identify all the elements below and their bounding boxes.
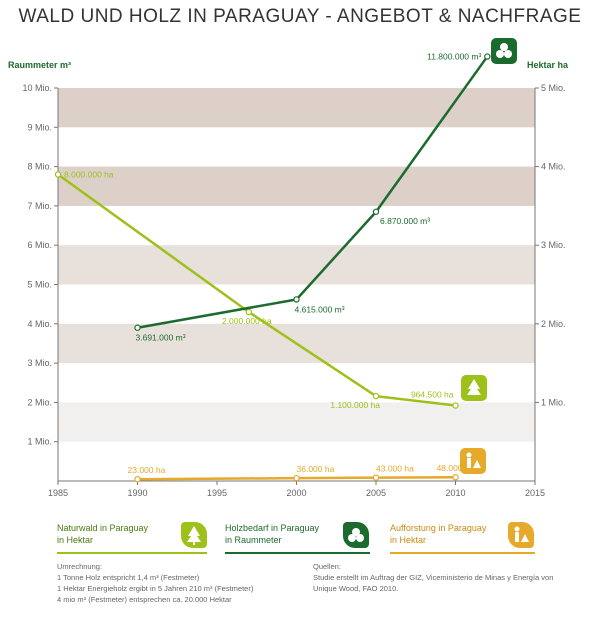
- data-point: [134, 324, 141, 331]
- series-2: 23.000 ha 36.000 ha 43.000 ha 48.000 ha: [128, 463, 475, 483]
- y-tick-label-right: 1 Mio.: [541, 397, 566, 407]
- data-label: 964.500 ha: [411, 390, 454, 400]
- legend-label: Naturwald in Paraguay in Hektar: [57, 523, 149, 545]
- tree-icon: [461, 375, 487, 401]
- data-label: 8.000.000 ha: [64, 169, 114, 179]
- source-notes: Quellen: Studie erstellt im Auftrag der …: [313, 562, 554, 593]
- x-tick-label: 1995: [207, 488, 227, 498]
- data-label: 6.870.000 m³: [380, 216, 430, 226]
- wood-logs-icon: [343, 522, 369, 548]
- x-tick-label: 2010: [445, 488, 465, 498]
- legend-swatch: [57, 552, 207, 554]
- y-tick-label-left: 1 Mio.: [27, 437, 52, 447]
- y-tick-label-left: 9 Mio.: [27, 122, 52, 132]
- y-tick-label-right: 5 Mio.: [541, 83, 566, 93]
- page-title: WALD UND HOLZ IN PARAGUAY - ANGEBOT & NA…: [18, 6, 582, 27]
- x-tick-label: 1990: [127, 488, 147, 498]
- y-tick-label-right: 2 Mio.: [541, 319, 566, 329]
- series-line: [137, 55, 489, 329]
- icon-shape: [504, 50, 512, 58]
- wood-logs-icon: [491, 38, 517, 64]
- data-point: [372, 208, 380, 215]
- icon-shape: [496, 50, 504, 58]
- y-axis-label-right: Hektar ha: [527, 60, 569, 70]
- data-label: 23.000 ha: [128, 465, 166, 475]
- x-tick-label: 2000: [286, 488, 306, 498]
- data-point: [134, 475, 141, 483]
- series-line: [57, 173, 456, 407]
- x-tick-label: 2015: [525, 488, 545, 498]
- data-label: 48.000 ha: [437, 463, 475, 473]
- data-point: [372, 474, 380, 481]
- grid-band: [58, 402, 535, 442]
- y-tick-label-right: 4 Mio.: [541, 162, 566, 172]
- legend-item-wood-demand: Holzbedarf in Paraguay in Raummeter: [225, 522, 370, 554]
- data-point: [293, 474, 300, 482]
- data-point: [452, 474, 459, 481]
- data-label: 2.000.000 ha: [222, 316, 272, 326]
- y-tick-label-left: 10 Mio.: [22, 83, 52, 93]
- icon-shape: [467, 458, 471, 468]
- icon-shape: [500, 43, 508, 51]
- y-tick-label-left: 5 Mio.: [27, 280, 52, 290]
- legend-swatch: [225, 552, 370, 554]
- data-label: 43.000 ha: [376, 464, 414, 474]
- series-0: 8.000.000 ha 2.000.000 ha 1.100.000 ha 964.…: [54, 169, 459, 410]
- icon-shape: [466, 452, 472, 458]
- series-1: 3.691.000 m³ 4.615.000 m³ 6.870.000 m³ 11.8…: [134, 52, 491, 343]
- data-point: [452, 402, 459, 409]
- data-point: [245, 308, 252, 316]
- data-point: [54, 171, 62, 178]
- y-tick-label-left: 7 Mio.: [27, 201, 52, 211]
- data-point: [484, 53, 491, 60]
- y-tick-label-left: 8 Mio.: [27, 162, 52, 172]
- icon-badge: [460, 448, 486, 474]
- data-point: [293, 296, 300, 303]
- y-tick-label-left: 6 Mio.: [27, 240, 52, 250]
- y-axis-label-left: Raummeter m³: [8, 60, 71, 70]
- data-label: 4.615.000 m³: [295, 304, 345, 314]
- data-label: 36.000 ha: [297, 464, 335, 474]
- data-label: 1.100.000 ha: [330, 400, 380, 410]
- planting-icon: [460, 448, 486, 474]
- data-label: 3.691.000 m³: [136, 333, 186, 343]
- planting-icon: [508, 522, 534, 548]
- y-tick-label-left: 4 Mio.: [27, 319, 52, 329]
- grid-band: [58, 88, 535, 128]
- series-line: [137, 475, 456, 481]
- grid-band: [58, 245, 535, 285]
- data-point: [372, 392, 380, 400]
- data-label: 11.800.000 m³: [427, 52, 481, 62]
- legend-item-natural-forest: Naturwald in Paraguay in Hektar: [57, 522, 207, 554]
- y-tick-label-left: 2 Mio.: [27, 397, 52, 407]
- y-tick-label-left: 3 Mio.: [27, 358, 52, 368]
- legend-item-afforestation: Aufforstung in Paraguay in Hektar: [390, 522, 535, 554]
- tree-icon: [181, 522, 207, 548]
- grid-band: [58, 166, 535, 206]
- legend-swatch: [390, 552, 535, 554]
- legend-label: Holzbedarf in Paraguay in Raummeter: [225, 523, 320, 545]
- icon-shape: [473, 460, 481, 468]
- icon-shape: [467, 379, 481, 395]
- x-tick-label: 2005: [366, 488, 386, 498]
- conversion-notes: Umrechnung: 1 Tonne Holz entspricht 1,4 …: [57, 562, 254, 604]
- y-tick-label-right: 3 Mio.: [541, 240, 566, 250]
- line-chart: 1 Mio. 2 Mio. 3 Mio. 4 Mio. 5 Mio. 6 Mio. 7 Mi…: [8, 38, 569, 498]
- legend-label: Aufforstung in Paraguay in Hektar: [390, 523, 487, 545]
- x-tick-label: 1985: [48, 488, 68, 498]
